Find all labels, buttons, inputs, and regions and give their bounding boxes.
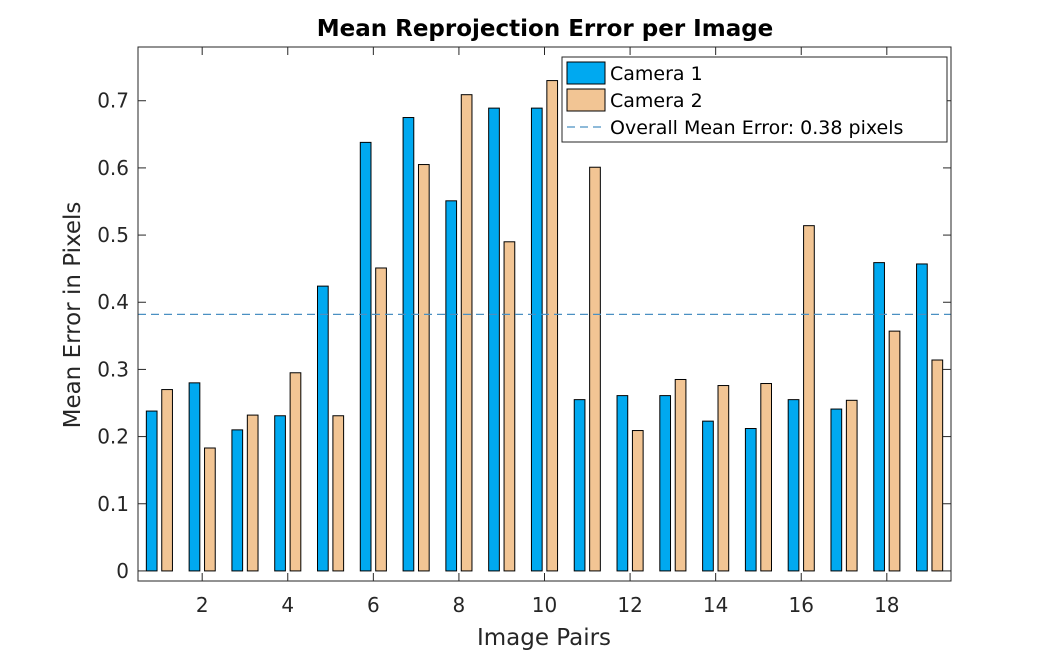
- bar-series-2-pair-8: [460, 94, 473, 572]
- bar-series-2-pair-10: [546, 80, 559, 572]
- x-tick-label-16: 16: [789, 593, 814, 617]
- chart-title: Mean Reprojection Error per Image: [317, 16, 774, 42]
- legend-label-overall-mean: Overall Mean Error: 0.38 pixels: [610, 117, 903, 139]
- legend-label-camera-1: Camera 1: [610, 63, 703, 85]
- x-tick-label-10: 10: [532, 593, 557, 617]
- bar-series-1-pair-2: [188, 382, 201, 572]
- bar-series-1-pair-16: [787, 399, 800, 572]
- bars-layer: [145, 80, 944, 572]
- bar-series-2-pair-3: [246, 414, 259, 572]
- bar-series-2-pair-9: [503, 241, 516, 572]
- legend-swatch-camera-1: [566, 61, 606, 85]
- bar-series-2-pair-1: [161, 389, 173, 572]
- bar-series-1-pair-9: [488, 107, 500, 572]
- y-tick-label-0.4: 0.4: [97, 290, 129, 314]
- y-tick-label-0.2: 0.2: [97, 425, 129, 449]
- x-tick-label-6: 6: [367, 593, 380, 617]
- bar-series-2-pair-7: [417, 164, 430, 572]
- x-tick-label-18: 18: [874, 593, 899, 617]
- bar-series-2-pair-12: [631, 430, 644, 572]
- bar-series-1-pair-5: [317, 285, 329, 572]
- legend-label-camera-2: Camera 2: [610, 90, 703, 112]
- y-tick-label-0.3: 0.3: [97, 357, 129, 381]
- legend-swatch-camera-2: [566, 88, 606, 112]
- bar-series-2-pair-13: [674, 378, 687, 572]
- ticks-layer: 2 4 6 8 10 12 14 16 18 0 0.1 0.2 0.3 0.4 0.5 0.6 0.7: [97, 47, 951, 617]
- x-tick-label-8: 8: [453, 593, 466, 617]
- bar-series-2-pair-15: [760, 383, 772, 572]
- y-tick-label-0: 0: [116, 559, 129, 583]
- bar-series-2-pair-2: [204, 447, 216, 572]
- bar-series-1-pair-19: [916, 263, 928, 572]
- bar-series-1-pair-10: [530, 107, 543, 572]
- bar-series-1-pair-14: [702, 420, 714, 572]
- y-tick-label-0.7: 0.7: [97, 89, 129, 113]
- bar-series-1-pair-18: [873, 262, 885, 572]
- bar-series-1-pair-1: [145, 410, 158, 572]
- bar-series-1-pair-15: [744, 428, 757, 572]
- bar-series-1-pair-11: [573, 399, 586, 572]
- legend: Camera 1 Camera 2 Overall Mean Error: 0.…: [561, 56, 948, 143]
- bar-series-1-pair-7: [402, 117, 415, 572]
- bar-series-2-pair-16: [803, 225, 815, 572]
- bar-series-1-pair-3: [231, 429, 244, 572]
- bar-series-2-pair-6: [375, 267, 387, 572]
- bar-series-1-pair-12: [616, 395, 629, 572]
- bar-series-1-pair-8: [445, 200, 458, 572]
- bar-series-2-pair-5: [332, 415, 345, 572]
- bar-series-2-pair-17: [845, 399, 858, 572]
- y-tick-label-0.6: 0.6: [97, 156, 129, 180]
- y-tick-label-0.1: 0.1: [97, 492, 129, 516]
- bar-series-1-pair-17: [830, 408, 843, 572]
- x-tick-label-14: 14: [703, 593, 728, 617]
- bar-series-2-pair-4: [289, 372, 302, 572]
- bar-series-2-pair-11: [589, 166, 601, 572]
- legend-box: [561, 56, 948, 143]
- bar-series-1-pair-6: [359, 141, 372, 572]
- x-axis-label: Image Pairs: [477, 625, 611, 651]
- x-tick-label-4: 4: [281, 593, 294, 617]
- bar-series-2-pair-14: [717, 385, 730, 572]
- y-axis-label: Mean Error in Pixels: [60, 202, 86, 429]
- bar-series-1-pair-4: [274, 415, 286, 572]
- x-tick-label-12: 12: [617, 593, 642, 617]
- x-tick-label-2: 2: [196, 593, 209, 617]
- bar-series-1-pair-13: [659, 395, 672, 572]
- bar-series-2-pair-18: [888, 330, 901, 572]
- y-tick-label-0.5: 0.5: [97, 223, 129, 247]
- bar-series-2-pair-19: [931, 359, 944, 572]
